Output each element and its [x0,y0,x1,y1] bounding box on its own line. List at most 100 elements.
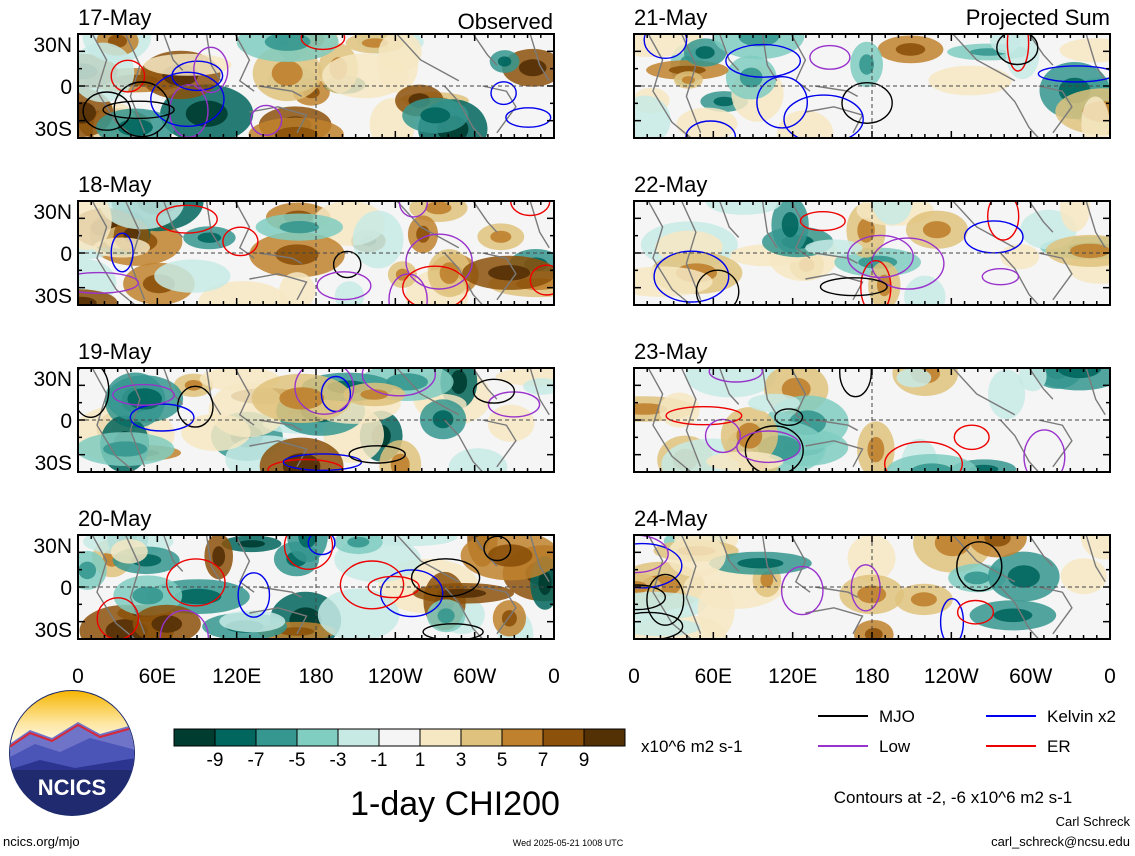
coastline [482,419,517,468]
contour-line [799,211,846,232]
coastline [719,201,740,238]
colorbar-tick-label: -9 [207,750,224,771]
anomaly-core [911,463,953,472]
anomaly-core [739,67,763,88]
coastline [680,535,702,635]
contour-line [1037,65,1110,83]
coastline [647,201,692,305]
anomaly-blob [697,581,735,638]
colorbar-swatch [337,728,380,747]
coastline [719,368,740,405]
contour-line [708,368,764,383]
anomaly-blob [713,34,805,60]
coastline [680,34,702,134]
contour-line [953,424,990,451]
longitude-axis-labels: 0 60E 120E 180 120W 60W 0 0 60E 120E 180 120W 60W 0 [72,665,1116,688]
lon-label: 0 [1104,665,1116,688]
coastline [1038,586,1073,635]
contour-line [159,609,209,639]
contour-line [398,201,428,218]
anomaly-blob [928,65,1012,96]
anomaly-core [347,536,370,548]
contour-line [102,100,175,120]
panel-grid: 17-May30N030S18-May30N030S19-May30N030S2… [33,5,1111,642]
colorbar-tick-label: 3 [456,750,467,771]
coastline [163,201,184,238]
coastline [205,535,222,583]
contour-line [643,34,688,59]
contour-line [850,564,881,612]
coastline [124,368,146,468]
anomaly-blob [886,454,978,472]
coastline [529,368,550,416]
coastline [1085,368,1106,416]
anomaly-blob [776,110,834,138]
anomaly-core [864,628,883,639]
coastline [680,368,702,468]
contour-line [685,120,737,138]
contour-line [725,43,801,78]
lat-label: 0 [60,410,72,433]
anomaly-blob [1000,244,1040,270]
coastline [258,419,303,432]
anomaly-blob [154,259,231,293]
anomaly-blob [747,393,800,413]
anomaly-core [279,387,325,410]
contour-line [380,569,444,618]
anomaly-core [859,54,874,75]
observed-heading: Observed [458,9,553,34]
lat-label: 30N [33,535,72,558]
coastline [258,252,303,265]
colorbar-swatch [173,728,216,747]
lon-label: 60W [453,665,496,688]
contour-line [388,273,428,305]
contour-line [250,104,283,136]
panel-date: 22-May [634,172,707,197]
coastline [91,34,136,138]
contour-line [819,277,888,297]
anomaly-core [668,65,706,75]
coastline [396,535,460,583]
contour-line [171,60,224,92]
anomaly-core [497,56,512,67]
contour-line [316,271,372,301]
coastline [396,201,460,249]
anomaly-core [737,558,784,569]
anomaly-blob [99,201,185,230]
contour-line [110,232,134,273]
figure-title: 1-day CHI200 [350,785,560,823]
panel-date: 18-May [78,172,151,197]
contour-line [634,584,666,611]
contour-line [82,91,132,131]
contour-line [176,385,214,428]
coastline [472,34,498,66]
coastline [647,535,692,639]
coastline [91,535,136,639]
panel-field [634,34,1110,138]
logo-text: NCICS [38,775,106,800]
contour-line [665,406,743,426]
contour-line [783,94,864,138]
coastline [482,586,517,635]
lat-label: 0 [60,577,72,600]
coastline [482,252,517,301]
contour-line [653,250,730,303]
anomaly-blob [805,239,863,257]
lon-label: 120W [924,665,979,688]
coastline [1085,201,1106,249]
coastline [680,201,702,301]
anomaly-core [174,588,222,605]
coastline [1028,34,1054,66]
anomaly-core [695,46,715,59]
coastline [529,201,550,249]
coastline [443,85,484,138]
coastline [1085,535,1106,583]
contour-line [110,59,146,93]
colorbar-swatch [460,728,503,747]
anomaly-blob [667,535,726,578]
coastline [163,368,184,405]
contour-line [339,560,405,610]
contour-line [222,226,259,257]
anomaly-core [437,608,455,624]
coastline [814,586,859,599]
